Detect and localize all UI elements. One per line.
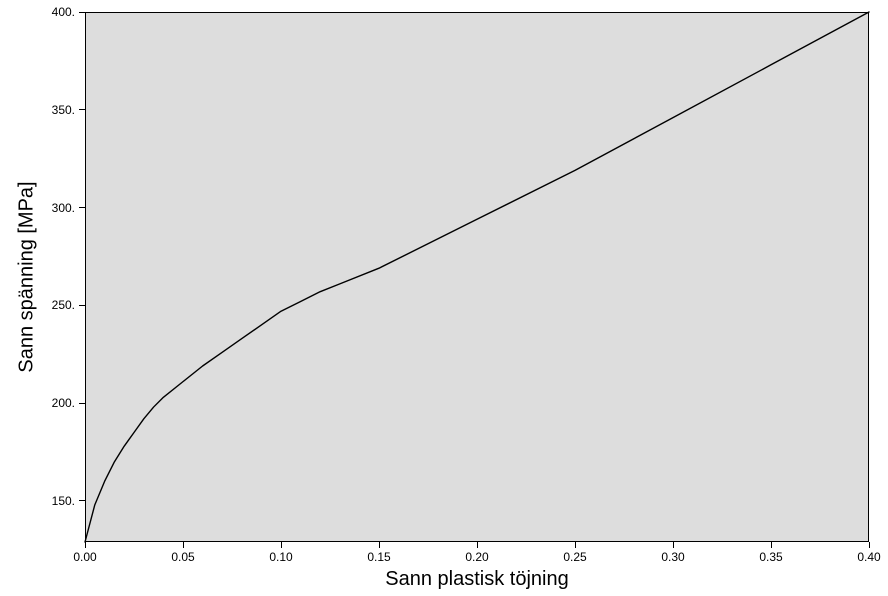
y-tick-mark — [79, 500, 85, 501]
x-tick-label: 0.40 — [857, 550, 880, 564]
y-tick-label: 250. — [52, 298, 75, 312]
y-tick-mark — [79, 403, 85, 404]
data-series-line — [85, 12, 869, 542]
x-axis-label: Sann plastisk töjning — [385, 568, 568, 591]
x-tick-mark — [379, 542, 380, 548]
x-tick-mark — [575, 542, 576, 548]
y-tick-label: 200. — [52, 396, 75, 410]
x-tick-mark — [183, 542, 184, 548]
y-tick-label: 150. — [52, 494, 75, 508]
x-tick-label: 0.30 — [661, 550, 684, 564]
x-tick-mark — [771, 542, 772, 548]
y-tick-mark — [79, 305, 85, 306]
x-tick-label: 0.25 — [563, 550, 586, 564]
x-tick-mark — [477, 542, 478, 548]
y-tick-mark — [79, 109, 85, 110]
x-tick-label: 0.10 — [269, 550, 292, 564]
x-tick-label: 0.20 — [465, 550, 488, 564]
line-layer — [0, 0, 888, 596]
chart-container: Sann plastisk töjning Sann spänning [MPa… — [0, 0, 888, 596]
x-tick-label: 0.00 — [73, 550, 96, 564]
x-tick-mark — [869, 542, 870, 548]
y-tick-label: 400. — [52, 5, 75, 19]
x-tick-label: 0.15 — [367, 550, 390, 564]
x-tick-label: 0.05 — [171, 550, 194, 564]
x-tick-mark — [281, 542, 282, 548]
x-tick-mark — [673, 542, 674, 548]
x-tick-mark — [85, 542, 86, 548]
y-tick-label: 300. — [52, 201, 75, 215]
x-tick-label: 0.35 — [759, 550, 782, 564]
y-tick-label: 350. — [52, 103, 75, 117]
y-tick-mark — [79, 207, 85, 208]
y-tick-mark — [79, 12, 85, 13]
y-axis-label: Sann spänning [MPa] — [16, 181, 39, 372]
